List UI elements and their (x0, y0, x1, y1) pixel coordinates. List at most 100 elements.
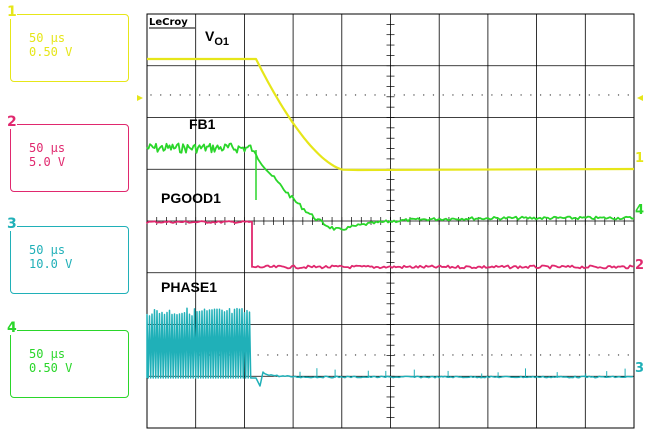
reference-dots-upper (189, 94, 191, 96)
trace-pgood1 (146, 220, 634, 270)
reference-dots-lower (481, 354, 483, 356)
reference-dots-upper (345, 94, 347, 96)
right-level-marker (637, 95, 643, 101)
reference-dots-upper (452, 94, 454, 96)
reference-dots-upper (481, 94, 483, 96)
reference-dots-upper (306, 94, 308, 96)
reference-dots-lower (510, 354, 513, 356)
trace-label-vo1-subscript: O1 (214, 36, 229, 48)
channel-2-volt-div: 5.0 V (29, 155, 66, 169)
channel-1-time-div: 50 µs (29, 31, 66, 45)
reference-dots-upper (257, 94, 259, 96)
trace-label-pgood1: PGOOD1 (161, 190, 221, 206)
reference-dots-upper (598, 94, 600, 96)
trace-vo1 (147, 57, 635, 172)
reference-dots-upper (549, 94, 552, 96)
trace-label-phase1: PHASE1 (161, 279, 217, 295)
reference-dots-lower (452, 354, 454, 356)
reference-dots-upper (267, 94, 269, 96)
reference-dots-lower (345, 354, 347, 356)
reference-dots-upper (423, 94, 425, 96)
reference-dots-lower (608, 354, 610, 356)
channel-3-time-div: 50 µs (29, 243, 66, 257)
reference-dots-lower (471, 354, 474, 356)
reference-dots-upper (160, 94, 162, 96)
reference-dots-upper (608, 94, 610, 96)
reference-dots-lower (296, 354, 298, 356)
channel-4-time-div: 50 µs (29, 347, 66, 361)
reference-dots-lower (306, 354, 308, 356)
reference-dots-lower (569, 354, 571, 356)
trace-end-marker-2: 2 (635, 258, 644, 273)
reference-dots-upper (247, 94, 250, 96)
reference-dots-lower (354, 354, 357, 356)
reference-dots-lower (393, 354, 396, 356)
trace-label-vo1: VO1 (205, 28, 229, 48)
reference-dots-upper (286, 94, 289, 96)
reference-dots-lower (257, 354, 259, 356)
left-level-marker (137, 95, 143, 101)
trace-end-marker-1: 1 (635, 151, 644, 166)
reference-dots-lower (617, 354, 620, 356)
reference-dots-lower (364, 354, 366, 356)
reference-dots-lower (491, 354, 493, 356)
reference-dots-upper (276, 94, 279, 96)
reference-dots-upper (461, 94, 464, 96)
reference-dots-upper (384, 94, 386, 96)
channel-1-volt-div: 0.50 V (29, 45, 73, 59)
channel-3-settings: 3 50 µs 10.0 V (7, 217, 129, 294)
reference-dots-lower (384, 354, 386, 356)
reference-dots-lower (403, 354, 405, 356)
reference-dots-lower (530, 354, 532, 356)
reference-dots-lower (374, 354, 376, 356)
channel-2-time-div: 50 µs (29, 141, 66, 155)
reference-dots-upper (296, 94, 298, 96)
reference-dots-upper (325, 94, 328, 96)
reference-dots-upper (237, 94, 240, 96)
reference-dots-upper (442, 94, 444, 96)
reference-dots-lower (442, 354, 444, 356)
reference-dots-upper (539, 94, 542, 96)
reference-dots-lower (559, 354, 561, 356)
reference-dots-lower (539, 354, 542, 356)
channel-1-settings: 1 50 µs 0.50 V (7, 5, 129, 82)
reference-dots-upper (471, 94, 474, 96)
reference-dots-lower (325, 354, 328, 356)
channel-2-number: 2 (7, 114, 17, 130)
reference-dots-upper (520, 94, 522, 96)
reference-dots-upper (179, 94, 181, 96)
trace-fb1 (146, 142, 635, 231)
reference-dots-lower (267, 354, 269, 356)
reference-dots-upper (315, 94, 318, 96)
reference-dots-upper (500, 94, 503, 96)
reference-dots-lower (315, 354, 318, 356)
reference-dots-upper (413, 94, 415, 96)
reference-dots-lower (520, 354, 522, 356)
reference-dots-upper (354, 94, 357, 96)
reference-dots-upper (169, 94, 172, 96)
reference-dots-upper (208, 94, 211, 96)
reference-dots-upper (510, 94, 513, 96)
reference-dots-upper (627, 94, 629, 96)
reference-dots-upper (199, 94, 201, 96)
trace-end-marker-4: 4 (635, 203, 644, 218)
reference-dots-upper (432, 94, 435, 96)
trace-end-marker-3: 3 (635, 361, 644, 376)
lecroy-brand: LeCroy (149, 17, 188, 28)
reference-dots-lower (549, 354, 552, 356)
channel-3-number: 3 (7, 216, 17, 232)
reference-dots-lower (578, 354, 581, 356)
reference-dots-upper (228, 94, 230, 96)
reference-dots-lower (588, 354, 590, 356)
reference-dots-upper (364, 94, 366, 96)
reference-dots-upper (617, 94, 620, 96)
reference-dots-upper (588, 94, 590, 96)
reference-dots-upper (559, 94, 561, 96)
reference-dots-upper (569, 94, 571, 96)
channel-4-volt-div: 0.50 V (29, 361, 73, 375)
channel-1-number: 1 (7, 4, 17, 20)
reference-dots-upper (393, 94, 396, 96)
channel-3-volt-div: 10.0 V (29, 257, 73, 271)
channel-4-number: 4 (7, 320, 17, 336)
